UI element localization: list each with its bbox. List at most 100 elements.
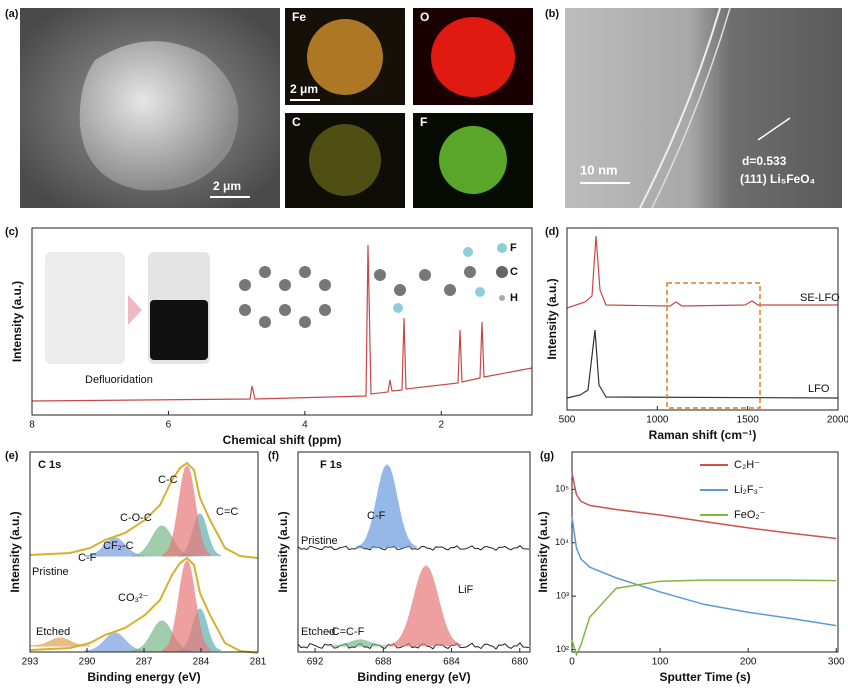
blob bbox=[309, 124, 381, 196]
annotation: F bbox=[510, 242, 517, 254]
x-tick-label: 2 bbox=[438, 420, 444, 431]
annotation: C-F bbox=[367, 510, 386, 522]
map-label: Fe bbox=[292, 10, 306, 24]
annotation: Etched bbox=[301, 626, 335, 638]
x-tick-label: 2000 bbox=[827, 415, 848, 426]
x-tick-label: 688 bbox=[375, 657, 392, 668]
x-tick-label: 281 bbox=[250, 657, 267, 668]
panel-label: (e) bbox=[5, 450, 19, 462]
fringe-mark bbox=[757, 117, 791, 141]
chart: (g) 0 100 200 300 Sputter Time (s) Intensity (… bbox=[536, 450, 845, 684]
panel-label: (f) bbox=[268, 450, 279, 462]
scale-label: 2 μm bbox=[290, 82, 318, 96]
panel-c-inset bbox=[45, 243, 508, 364]
edge bbox=[639, 7, 721, 209]
panel-label: (b) bbox=[545, 8, 559, 20]
x-tick-label: 8 bbox=[29, 420, 35, 431]
scale-label: 2 μm bbox=[213, 179, 241, 193]
x-tick-label: 293 bbox=[22, 657, 39, 668]
annotation: LiF bbox=[458, 584, 474, 596]
annotation: d=0.533 bbox=[742, 154, 787, 168]
x-tick-label: 300 bbox=[828, 657, 845, 668]
map-label: F bbox=[420, 115, 427, 129]
x-axis-label: Binding energy (eV) bbox=[357, 670, 470, 684]
fluorine bbox=[393, 247, 485, 313]
annotation: C bbox=[510, 266, 518, 278]
plot-frame bbox=[566, 227, 839, 411]
peak-fit bbox=[29, 637, 91, 647]
blob bbox=[439, 126, 507, 194]
envelope bbox=[29, 556, 259, 654]
annotation: Pristine bbox=[32, 566, 69, 578]
y-axis-label: Intensity (a.u.) bbox=[10, 281, 24, 362]
nmr-curve bbox=[31, 244, 533, 402]
baseline bbox=[297, 642, 530, 650]
annotation: LFO bbox=[808, 383, 830, 395]
x-axis-label: Raman shift (cm⁻¹) bbox=[649, 428, 757, 442]
annotation: C=C bbox=[216, 506, 238, 518]
tem-image bbox=[565, 8, 842, 208]
legend-h bbox=[499, 295, 505, 301]
molecule bbox=[239, 266, 476, 328]
y-axis-label: Intensity (a.u.) bbox=[545, 278, 559, 359]
edge bbox=[651, 7, 731, 209]
y-tick-label: 10⁴ bbox=[555, 537, 569, 547]
annotation: Pristine bbox=[301, 535, 338, 547]
raman-se-lfo bbox=[566, 235, 838, 309]
peak-fit bbox=[329, 639, 391, 647]
baseline bbox=[297, 545, 530, 551]
x-tick-label: 200 bbox=[740, 657, 757, 668]
x-axis-label: Binding energy (eV) bbox=[87, 670, 200, 684]
annotation: C-C bbox=[158, 474, 178, 486]
annotation: Etched bbox=[36, 626, 70, 638]
spectra bbox=[29, 235, 839, 654]
blob bbox=[307, 19, 383, 95]
y-tick-label: 10³ bbox=[556, 591, 569, 601]
x-tick-label: 692 bbox=[307, 657, 324, 668]
map-label: C bbox=[292, 115, 301, 129]
arrow bbox=[128, 295, 142, 325]
x-tick-label: 6 bbox=[166, 420, 172, 431]
legend-c bbox=[496, 266, 508, 278]
panel-a-images bbox=[20, 8, 533, 208]
annotation: C 1s bbox=[38, 459, 61, 471]
chart: (f) 692 688 684 680 Binding energy (eV) Intens… bbox=[268, 450, 531, 684]
chart: (c) 8 6 4 2 Chemical shift (ppm) Intensity (a.… bbox=[5, 226, 533, 447]
panel-label: (d) bbox=[545, 226, 559, 238]
blob bbox=[431, 17, 515, 97]
chart: (d) 500 1000 1500 2000 Raman shift (cm⁻¹) Inte… bbox=[545, 226, 848, 442]
envelope bbox=[29, 461, 259, 559]
map-label: O bbox=[420, 10, 429, 24]
panel-label: (g) bbox=[540, 450, 554, 462]
x-tick-label: 287 bbox=[136, 657, 153, 668]
x-axis-label: Sputter Time (s) bbox=[659, 670, 750, 684]
y-axis-label: Intensity (a.u.) bbox=[536, 511, 550, 592]
peak-fit bbox=[162, 464, 212, 557]
peak-fit bbox=[356, 464, 418, 549]
chart: (e) 293 290 287 284 281 Binding energy (eV) Int… bbox=[5, 450, 267, 684]
x-tick-label: 680 bbox=[511, 657, 528, 668]
x-tick-label: 4 bbox=[302, 420, 308, 431]
y-tick-label: 10² bbox=[556, 644, 569, 654]
x-tick-label: 684 bbox=[443, 657, 460, 668]
y-axis-label: Intensity (a.u.) bbox=[276, 511, 290, 592]
annotation: C-F bbox=[78, 552, 97, 564]
y-axis-label: Intensity (a.u.) bbox=[8, 511, 22, 592]
x-tick-label: 0 bbox=[569, 657, 575, 668]
annotation: H bbox=[510, 292, 518, 304]
x-tick-label: 100 bbox=[652, 657, 669, 668]
raman-lfo bbox=[566, 329, 839, 399]
panel-label: (a) bbox=[5, 8, 19, 20]
x-tick-label: 1000 bbox=[646, 415, 669, 426]
series-line bbox=[571, 473, 837, 540]
annotation: -C=C-F bbox=[328, 626, 365, 638]
plot-frame bbox=[31, 227, 533, 416]
legend-label: Li₂F₃⁻ bbox=[734, 484, 764, 496]
series-line bbox=[571, 579, 837, 657]
annotation: CO₃²⁻ bbox=[118, 592, 149, 604]
plot-frame bbox=[571, 451, 839, 653]
legend-f bbox=[497, 243, 507, 253]
particle bbox=[79, 41, 239, 191]
annotation: Defluoridation bbox=[85, 374, 153, 386]
x-tick-label: 284 bbox=[193, 657, 210, 668]
